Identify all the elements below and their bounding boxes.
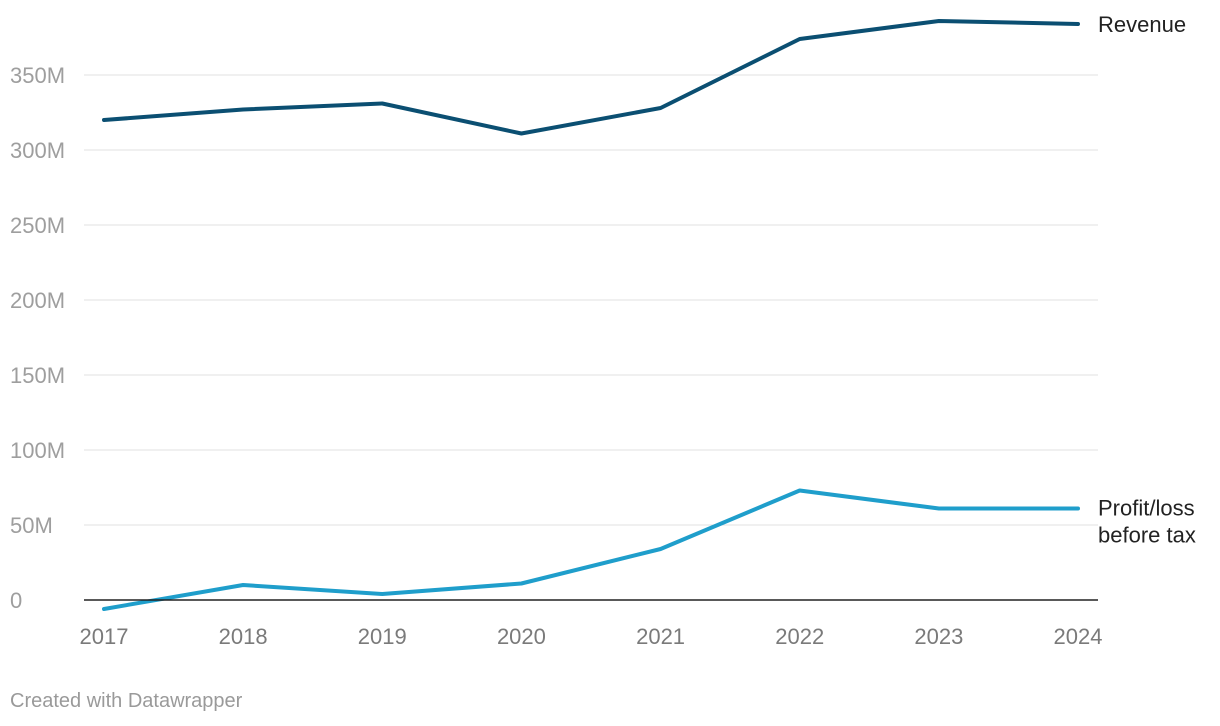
x-tick-label: 2017 [80,624,129,649]
y-tick-label: 300M [10,138,65,163]
y-tick-label: 200M [10,288,65,313]
datawrapper-credit: Created with Datawrapper [10,690,243,712]
x-tick-label: 2021 [636,624,685,649]
series-label: before tax [1098,523,1196,548]
x-tick-label: 2019 [358,624,407,649]
y-tick-label: 0 [10,588,22,613]
y-tick-label: 350M [10,63,65,88]
grid-layer [84,74,1098,526]
y-tick-label: 100M [10,438,65,463]
series-layer [102,19,1080,611]
x-tick-label: 2018 [219,624,268,649]
y-tick-label: 50M [10,513,53,538]
series-label: Revenue [1098,12,1186,37]
x-axis-ticks: 2017 2018 2019 2020 2021 2022 2023 2024 [80,624,1103,649]
series-line-profit-loss [102,488,1080,611]
y-tick-label: 250M [10,213,65,238]
y-tick-label: 150M [10,363,65,388]
x-tick-label: 2022 [775,624,824,649]
x-tick-label: 2023 [914,624,963,649]
x-tick-label: 2024 [1054,624,1103,649]
series-line-revenue [102,19,1080,136]
y-axis-ticks: 0 50M 100M 150M 200M 250M 300M 350M [10,63,65,613]
x-tick-label: 2020 [497,624,546,649]
series-label: Profit/loss [1098,496,1195,521]
